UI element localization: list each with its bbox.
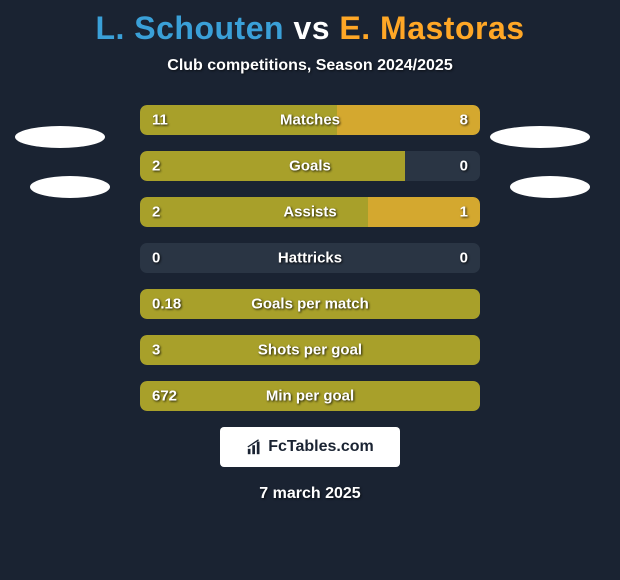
stat-label: Goals xyxy=(289,158,331,175)
stat-label: Goals per match xyxy=(251,296,369,313)
logo-text: FcTables.com xyxy=(268,438,374,456)
stat-value-left: 0.18 xyxy=(152,296,181,313)
player1-name: L. Schouten xyxy=(95,10,284,46)
stat-value-left: 11 xyxy=(152,112,168,129)
stat-value-right: 8 xyxy=(460,112,468,129)
stat-row-goals-per-match: 0.18 Goals per match xyxy=(140,289,480,319)
comparison-title: L. Schouten vs E. Mastoras xyxy=(0,0,620,47)
stat-value-right: 0 xyxy=(460,250,468,267)
stat-row-assists: 2 Assists 1 xyxy=(140,197,480,227)
stats-bars: 11 Matches 8 2 Goals 0 2 Assists 1 0 Hattricks 0 0.1… xyxy=(140,105,480,411)
stat-row-shots-per-goal: 3 Shots per goal xyxy=(140,335,480,365)
stat-value-right: 0 xyxy=(460,158,468,175)
stat-row-min-per-goal: 672 Min per goal xyxy=(140,381,480,411)
chart-icon xyxy=(246,438,264,456)
stat-value-left: 2 xyxy=(152,158,160,175)
bar-fill-right xyxy=(337,105,480,135)
stat-value-left: 2 xyxy=(152,204,160,221)
decorative-ellipse-0 xyxy=(15,126,105,148)
stat-value-left: 0 xyxy=(152,250,160,267)
stat-label: Shots per goal xyxy=(258,342,362,359)
vs-text: vs xyxy=(293,10,330,46)
fctables-logo[interactable]: FcTables.com xyxy=(220,427,400,467)
stat-row-matches: 11 Matches 8 xyxy=(140,105,480,135)
decorative-ellipse-3 xyxy=(510,176,590,198)
stat-label: Hattricks xyxy=(278,250,342,267)
stat-value-left: 672 xyxy=(152,388,177,405)
bar-fill-left xyxy=(140,151,405,181)
date-label: 7 march 2025 xyxy=(0,485,620,503)
stat-row-hattricks: 0 Hattricks 0 xyxy=(140,243,480,273)
stat-label: Min per goal xyxy=(266,388,354,405)
stat-value-right: 1 xyxy=(460,204,468,221)
stat-label: Matches xyxy=(280,112,340,129)
stat-row-goals: 2 Goals 0 xyxy=(140,151,480,181)
player2-name: E. Mastoras xyxy=(339,10,524,46)
subtitle: Club competitions, Season 2024/2025 xyxy=(0,57,620,75)
stat-value-left: 3 xyxy=(152,342,160,359)
stat-label: Assists xyxy=(283,204,336,221)
decorative-ellipse-1 xyxy=(30,176,110,198)
decorative-ellipse-2 xyxy=(490,126,590,148)
